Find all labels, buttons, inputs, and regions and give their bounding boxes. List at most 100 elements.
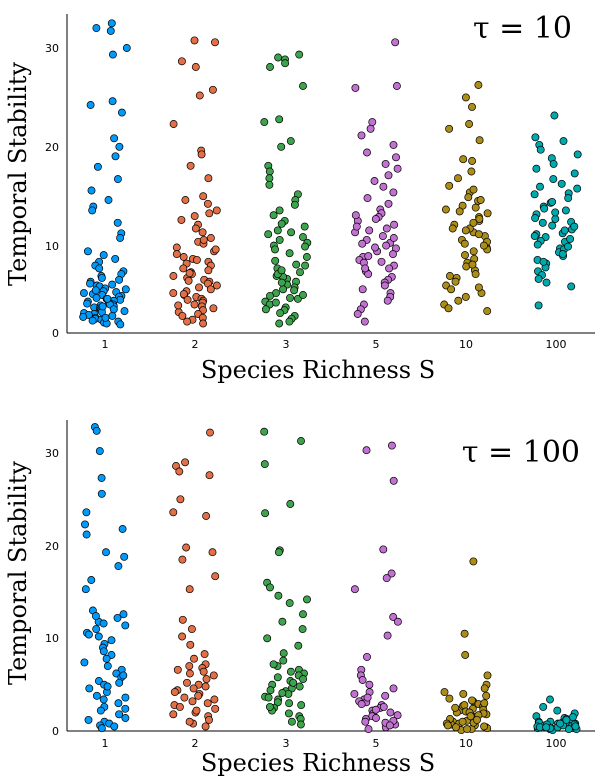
- data-point: [213, 207, 220, 214]
- data-point: [565, 195, 572, 202]
- data-point: [83, 509, 90, 516]
- data-point: [111, 723, 118, 730]
- data-point: [454, 175, 461, 182]
- y-axis-label-top: Temporal Stability: [4, 62, 32, 286]
- data-point: [390, 189, 397, 196]
- data-point: [481, 700, 488, 707]
- xtick-label: 10: [459, 737, 473, 750]
- data-point: [114, 176, 121, 183]
- data-point: [265, 694, 272, 701]
- data-point: [452, 278, 459, 285]
- data-point: [186, 718, 193, 725]
- data-point: [554, 707, 561, 714]
- data-point: [470, 558, 477, 565]
- data-point: [275, 54, 282, 61]
- data-point: [470, 186, 477, 193]
- data-point: [278, 220, 285, 227]
- data-point: [280, 286, 287, 293]
- data-point: [386, 265, 393, 272]
- data-point: [100, 252, 107, 259]
- data-point: [100, 648, 107, 655]
- data-point: [445, 305, 452, 312]
- data-point: [461, 240, 468, 247]
- data-point: [186, 270, 193, 277]
- data-point: [271, 246, 278, 253]
- data-point: [270, 661, 277, 668]
- data-point: [382, 692, 389, 699]
- data-point: [267, 687, 274, 694]
- data-point: [392, 39, 399, 46]
- data-point: [382, 160, 389, 167]
- data-point: [363, 653, 370, 660]
- data-point: [459, 718, 466, 725]
- data-point: [207, 234, 214, 241]
- data-point: [116, 276, 123, 283]
- data-point: [477, 196, 484, 203]
- data-point: [84, 300, 91, 307]
- data-point: [109, 51, 116, 58]
- data-point: [363, 447, 370, 454]
- data-point: [205, 267, 212, 274]
- data-point: [193, 256, 200, 263]
- xtick-label: 5: [373, 338, 380, 351]
- data-point: [287, 668, 294, 675]
- data-point: [119, 525, 126, 532]
- data-point: [359, 286, 366, 293]
- data-point: [108, 637, 115, 644]
- data-point: [117, 321, 124, 328]
- ytick-label: 10: [45, 240, 59, 253]
- data-point: [365, 253, 372, 260]
- data-point: [371, 177, 378, 184]
- xtick-labels-top: 1 2 3 5 10 100: [102, 338, 567, 351]
- data-point: [181, 694, 188, 701]
- data-point: [266, 703, 273, 710]
- data-point: [261, 428, 268, 435]
- data-point: [191, 37, 198, 44]
- data-point: [303, 596, 310, 603]
- data-point: [569, 714, 576, 721]
- xtick-label: 10: [459, 338, 473, 351]
- data-point: [203, 676, 210, 683]
- data-point: [83, 531, 90, 538]
- data-point: [87, 101, 94, 108]
- data-point: [296, 51, 303, 58]
- data-point: [212, 705, 219, 712]
- data-point: [298, 702, 305, 709]
- data-point: [472, 271, 479, 278]
- data-point: [275, 592, 282, 599]
- data-point: [362, 718, 369, 725]
- data-point: [301, 223, 308, 230]
- data-point: [568, 283, 575, 290]
- data-point: [390, 234, 397, 241]
- data-point: [302, 262, 309, 269]
- data-point: [354, 310, 361, 317]
- data-point: [170, 509, 177, 516]
- data-point: [567, 235, 574, 242]
- data-point: [118, 109, 125, 116]
- data-point: [88, 576, 95, 583]
- data-point: [291, 201, 298, 208]
- data-point: [116, 711, 123, 718]
- data-point: [541, 205, 548, 212]
- data-point: [571, 223, 578, 230]
- data-point: [468, 697, 475, 704]
- data-point: [266, 175, 273, 182]
- data-point: [102, 549, 109, 556]
- data-point: [183, 679, 190, 686]
- data-point: [561, 227, 568, 234]
- data-point: [557, 720, 564, 727]
- xtick-label: 100: [546, 338, 567, 351]
- data-point: [111, 135, 118, 142]
- tau-annotation-bottom: τ = 100: [462, 435, 580, 470]
- data-point: [117, 296, 124, 303]
- data-point: [200, 193, 207, 200]
- data-point: [484, 308, 491, 315]
- data-point: [448, 286, 455, 293]
- data-point: [299, 626, 306, 633]
- data-point: [109, 312, 116, 319]
- data-point: [383, 242, 390, 249]
- data-point: [198, 151, 205, 158]
- data-point: [189, 698, 196, 705]
- data-point: [112, 153, 119, 160]
- data-point: [93, 25, 100, 32]
